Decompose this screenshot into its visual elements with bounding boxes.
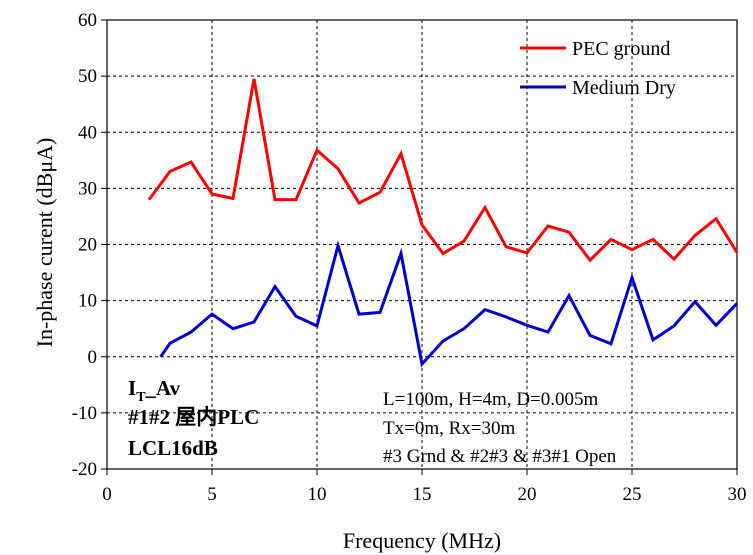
annotation-right-line1: L=100m, H=4m, D=0.005m (383, 389, 599, 410)
x-axis-title: Frequency (MHz) (343, 528, 501, 553)
axis-ticks: -20 -10 0 10 20 30 40 50 60 0 5 10 15 20 25 30 (72, 10, 747, 505)
y-tick-label: -20 (72, 459, 97, 480)
x-tick-label: 0 (102, 484, 112, 505)
legend: PEC ground Medium Dry (520, 38, 676, 99)
annotation-left: IT_Av #1#2 屋内PLC LCL16dB (128, 376, 259, 460)
series-line-pec-ground (147, 78, 739, 263)
grid-lines (107, 20, 737, 469)
annotation-left-line1-main: I (128, 376, 136, 400)
legend-label-pec-ground: PEC ground (572, 38, 670, 60)
y-tick-label: 20 (78, 235, 97, 256)
annotation-right-line3: #3 Grnd & #2#3 & #3#1 Open (383, 446, 617, 467)
annotation-right: L=100m, H=4m, D=0.005m Tx=0m, Rx=30m #3 … (383, 389, 617, 467)
annotation-right-line2: Tx=0m, Rx=30m (383, 418, 515, 439)
series-line-medium-dry (159, 240, 739, 368)
y-tick-label: 60 (78, 10, 97, 31)
annotation-left-line1-sub: T (136, 390, 146, 405)
legend-label-medium-dry: Medium Dry (572, 77, 676, 99)
annotation-left-line1: IT_Av (128, 376, 181, 405)
annotation-left-line1-rest: _Av (145, 376, 181, 400)
x-tick-label: 10 (308, 484, 327, 505)
y-tick-label: 30 (78, 178, 97, 199)
y-tick-label: 0 (88, 347, 98, 368)
annotation-left-line2: #1#2 屋内PLC (128, 405, 259, 429)
x-tick-label: 15 (413, 484, 432, 505)
annotation-left-line3: LCL16dB (128, 436, 218, 460)
x-tick-label: 30 (728, 484, 747, 505)
y-axis-title: In-phase curent (dBμA) (32, 138, 57, 348)
x-tick-label: 25 (623, 484, 642, 505)
x-tick-label: 5 (207, 484, 217, 505)
x-tick-label: 20 (518, 484, 537, 505)
y-tick-label: 40 (78, 122, 97, 143)
y-tick-label: 10 (78, 291, 97, 312)
series-lines (147, 78, 739, 368)
y-tick-label: -10 (72, 403, 97, 424)
y-tick-label: 50 (78, 66, 97, 87)
